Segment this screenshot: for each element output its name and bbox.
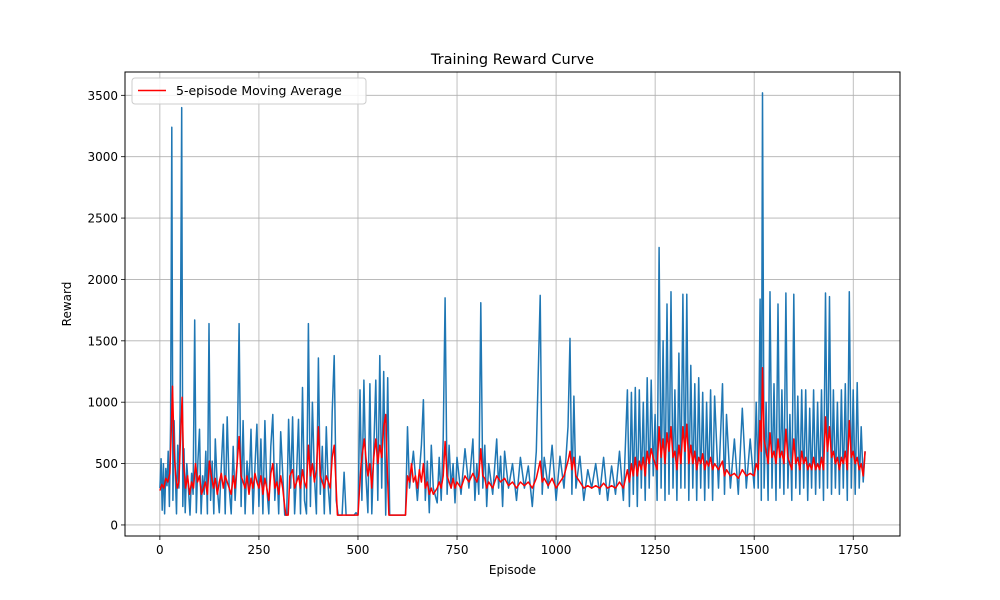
x-axis-label: Episode bbox=[489, 563, 536, 577]
x-tick-label: 250 bbox=[247, 543, 270, 557]
y-tick-label: 3000 bbox=[87, 150, 118, 164]
x-tick-label: 1500 bbox=[739, 543, 770, 557]
plot-frame bbox=[124, 71, 901, 537]
legend: 5-episode Moving Average bbox=[131, 77, 367, 105]
x-tick-label: 750 bbox=[446, 543, 469, 557]
y-tick-label: 3500 bbox=[87, 89, 118, 103]
legend-box bbox=[131, 77, 367, 105]
y-tick-label: 2500 bbox=[87, 212, 118, 226]
y-axis-label: Reward bbox=[60, 282, 74, 327]
y-tick-label: 1000 bbox=[87, 396, 118, 410]
legend-label-moving-average: 5-episode Moving Average bbox=[176, 83, 342, 98]
x-tick-label: 1000 bbox=[541, 543, 572, 557]
x-tick-label: 500 bbox=[347, 543, 370, 557]
x-tick-label: 0 bbox=[156, 543, 164, 557]
plot-series bbox=[159, 92, 866, 516]
chart-title: Training Reward Curve bbox=[430, 52, 594, 68]
y-tick-label: 0 bbox=[110, 518, 118, 532]
x-tick-label: 1250 bbox=[640, 543, 671, 557]
x-tick-label: 1750 bbox=[838, 543, 869, 557]
y-tick-label: 500 bbox=[95, 457, 118, 471]
x-axis: 0 250 500 750 1000 1250 1500 1750 bbox=[156, 536, 869, 557]
y-tick-label: 1500 bbox=[87, 334, 118, 348]
y-axis: 0 500 1000 1500 2000 2500 3000 3500 bbox=[87, 89, 125, 532]
y-tick-label: 2000 bbox=[87, 273, 118, 287]
series-line-moving-average bbox=[159, 367, 866, 516]
